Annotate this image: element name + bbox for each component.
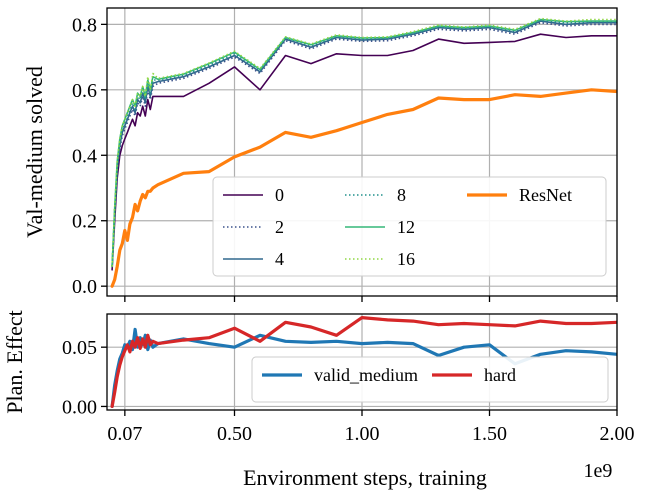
top-y-tick-label-2: 0.4 xyxy=(72,145,97,167)
bottom-x-tick-label-2: 1.00 xyxy=(345,423,380,445)
top-y-tick-label-3: 0.6 xyxy=(72,80,97,102)
top-legend-label-6: ResNet xyxy=(519,185,572,205)
top-legend xyxy=(212,176,607,277)
bottom-x-tick-label-4: 2.00 xyxy=(600,423,635,445)
top-legend-label-1: 2 xyxy=(275,217,284,237)
top-y-tick-label-1: 0.2 xyxy=(72,211,97,233)
top-y-tick-label-4: 0.8 xyxy=(72,14,97,36)
top-y-axis-label: Val-medium solved xyxy=(22,66,47,238)
top-legend-label-3: 8 xyxy=(397,185,406,205)
top-series-line-0 xyxy=(111,33,617,271)
bottom-y-tick-label-1: 0.05 xyxy=(62,337,97,359)
top-series-line-resnet xyxy=(110,88,617,288)
top-series-line-4 xyxy=(111,20,617,268)
top-series-line-8 xyxy=(111,19,617,267)
bottom-x-tick-label-3: 1.50 xyxy=(472,423,507,445)
top-series-line-2 xyxy=(111,21,617,267)
bottom-legend-label-1: hard xyxy=(484,365,516,385)
top-legend-label-0: 0 xyxy=(275,185,284,205)
top-legend-label-5: 16 xyxy=(397,249,415,269)
top-y-tick-label-0: 0.0 xyxy=(72,276,97,298)
bottom-x-tick-label-0: 0.07 xyxy=(107,423,142,445)
bottom-legend-label-0: valid_medium xyxy=(314,365,418,385)
bottom-y-tick-label-0: 0.00 xyxy=(62,396,97,418)
top-legend-label-4: 12 xyxy=(397,217,415,237)
x-axis-label: Environment steps, training xyxy=(243,465,487,490)
bottom-panel-planning-effect: 0.07 0.50 1.00 1.50 2.00 0.00 0.05 Plan. Effect… xyxy=(2,310,635,445)
bottom-x-tick-label-1: 0.50 xyxy=(217,423,252,445)
top-panel-solved-rate: 0.0 0.2 0.4 0.6 0.8 Val-medium solved 0 2 4 8 12 16… xyxy=(22,7,618,302)
top-legend-label-2: 4 xyxy=(275,249,284,269)
bottom-y-axis-label: Plan. Effect xyxy=(2,310,27,413)
bottom-series-line-hard xyxy=(110,316,617,408)
bottom-legend xyxy=(251,356,609,403)
top-series-line-16 xyxy=(111,17,617,267)
x-axis-offset-text: 1e9 xyxy=(584,460,613,482)
bottom-series-group xyxy=(110,316,617,408)
top-series-group xyxy=(110,17,617,288)
